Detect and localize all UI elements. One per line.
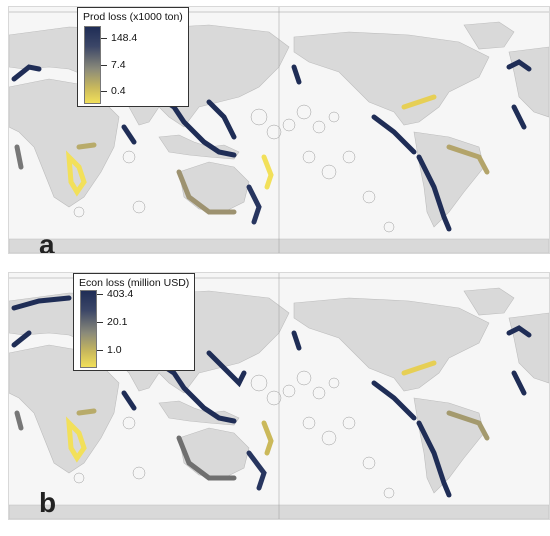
tick-mark-a-0 <box>101 38 107 39</box>
tick-mark-b-0 <box>97 294 103 295</box>
legend-title-b: Econ loss (million USD) <box>79 277 190 289</box>
land-south-america <box>413 397 485 494</box>
loss-bands-a <box>11 59 532 232</box>
land-greenland <box>463 21 515 50</box>
legend-a: Prod loss (x1000 ton) 148.4 7.4 0.4 <box>77 7 189 107</box>
tick-label-b-0: 403.4 <box>107 288 134 300</box>
tick-label-a-2: 0.4 <box>111 85 126 97</box>
tick-label-a-1: 7.4 <box>111 59 126 71</box>
loss-bands-b <box>11 295 532 498</box>
panel-letter-a: a <box>39 229 55 254</box>
legend-b: Econ loss (million USD) 403.4 20.1 1.0 <box>73 273 195 371</box>
land-australia <box>178 427 250 479</box>
tick-label-b-1: 20.1 <box>107 316 128 328</box>
map-panel-b: Econ loss (million USD) 403.4 20.1 1.0 b <box>8 272 550 520</box>
land-north-america <box>293 31 490 126</box>
legend-title-a: Prod loss (x1000 ton) <box>83 11 183 23</box>
color-scale-a <box>84 26 101 104</box>
land-south-america <box>413 131 485 228</box>
tick-mark-b-2 <box>97 350 103 351</box>
tick-mark-a-1 <box>101 65 107 66</box>
tick-label-b-2: 1.0 <box>107 344 122 356</box>
land-north-america <box>293 297 490 392</box>
land-australia <box>178 161 250 213</box>
tick-label-a-0: 148.4 <box>111 32 138 44</box>
panel-letter-b: b <box>39 487 57 518</box>
map-panel-a: Prod loss (x1000 ton) 148.4 7.4 0.4 a <box>8 6 550 254</box>
land-greenland <box>463 287 515 316</box>
color-scale-b <box>80 290 97 368</box>
tick-mark-a-2 <box>101 91 107 92</box>
tick-mark-b-1 <box>97 322 103 323</box>
